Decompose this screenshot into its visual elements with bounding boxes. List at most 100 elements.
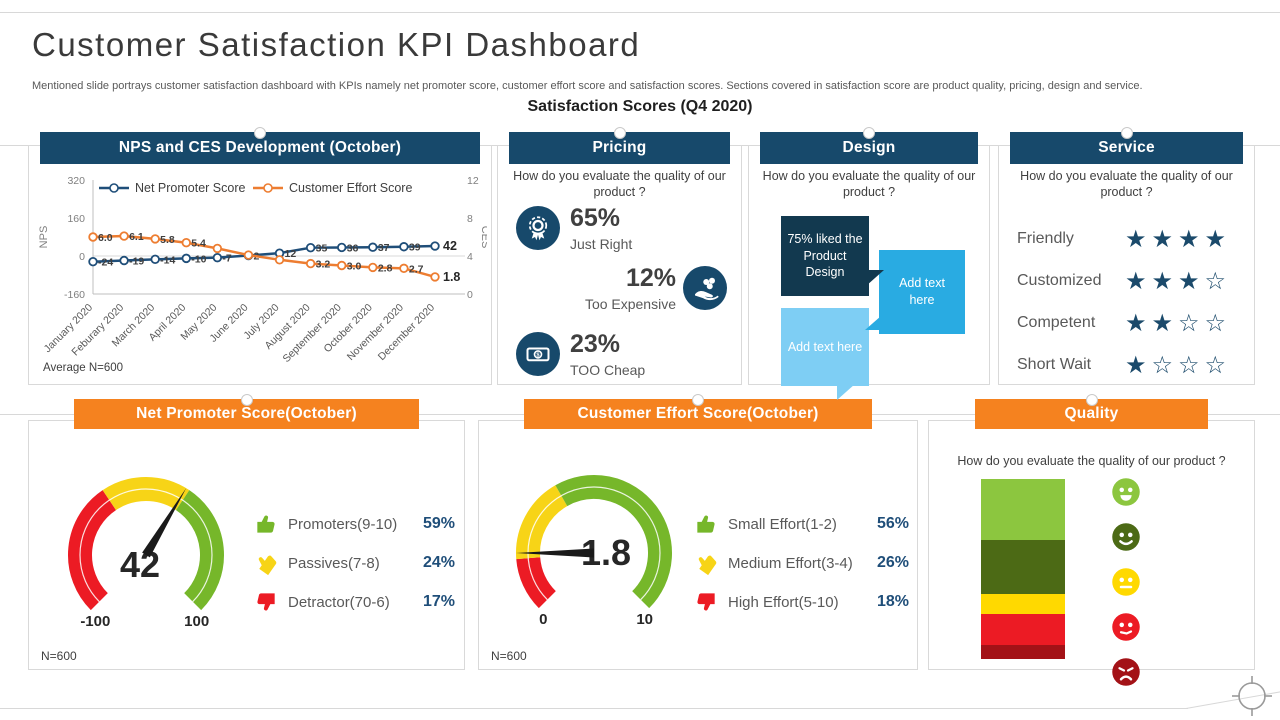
thumb-side-icon xyxy=(258,555,277,576)
gauge-legend-item: Small Effort(1-2) 56% xyxy=(693,511,909,537)
pricing-icon-circle: $ xyxy=(516,332,560,376)
design-bubble-liked[interactable]: 75% liked the Product Design xyxy=(781,216,884,296)
svg-text:3.0: 3.0 xyxy=(347,261,362,273)
y-axis-right-ticks: 12 8 4 0 xyxy=(467,175,479,301)
nps-footnote: N=600 xyxy=(41,649,77,663)
gauge-legend-item: Detractor(70-6) 17% xyxy=(253,589,455,615)
ces-footnote: N=600 xyxy=(491,649,527,663)
mood-item xyxy=(1111,612,1141,647)
pricing-label: Just Right xyxy=(570,236,633,252)
gauge-needle xyxy=(142,488,187,558)
connector-dot-icon xyxy=(254,127,266,139)
top-border-line xyxy=(0,12,1280,13)
service-label: Competent xyxy=(1017,314,1096,331)
design-bubble-add-text[interactable]: Add text here xyxy=(781,308,869,400)
quality-bar-segment xyxy=(981,594,1065,614)
svg-text:100: 100 xyxy=(184,613,209,630)
legend-value: 26% xyxy=(876,554,909,571)
legend-label: Detractor(70-6) xyxy=(288,593,390,611)
legend-label: Small Effort(1-2) xyxy=(728,515,837,533)
design-bubble-add-text[interactable]: Add text here xyxy=(865,250,965,334)
legend-label: High Effort(5-10) xyxy=(728,593,839,611)
service-rating-row: Competent ★★☆☆ xyxy=(1017,302,1242,344)
svg-text:5.8: 5.8 xyxy=(160,234,175,246)
page-title: Customer Satisfaction KPI Dashboard xyxy=(32,26,641,63)
quality-bar-segment xyxy=(981,644,1065,659)
service-label: Friendly xyxy=(1017,230,1074,247)
banknote-icon: $ xyxy=(526,347,550,362)
svg-text:10: 10 xyxy=(636,611,653,628)
svg-text:1.8: 1.8 xyxy=(443,270,460,284)
service-rating-row: Short Wait ★☆☆☆ xyxy=(1017,344,1242,386)
svg-text:0: 0 xyxy=(79,251,85,263)
neutral-face-icon xyxy=(1112,568,1140,596)
svg-text:December 2020: December 2020 xyxy=(376,302,437,363)
legend-value: 56% xyxy=(876,515,909,532)
thumb-down-icon xyxy=(257,593,275,611)
star-rating: ★★☆☆ xyxy=(1125,309,1232,337)
svg-text:36: 36 xyxy=(347,242,359,254)
svg-text:CES: CES xyxy=(479,226,487,249)
gauge-legend-item: Passives(7-8) 24% xyxy=(253,550,455,576)
svg-text:160: 160 xyxy=(67,213,85,225)
legend-value: 59% xyxy=(422,515,455,532)
panel-service: Service How do you evaluate the quality … xyxy=(998,127,1255,386)
service-rating-row: Friendly ★★★★ xyxy=(1017,218,1242,260)
pricing-value: 12% xyxy=(625,264,676,292)
pricing-question: How do you evaluate the quality of our p… xyxy=(513,169,726,200)
panel-header-design: Design xyxy=(760,127,978,164)
mood-item xyxy=(1111,522,1141,557)
panel-pricing: Pricing How do you evaluate the quality … xyxy=(497,127,742,385)
mood-item xyxy=(1111,657,1141,692)
connector-dot-icon xyxy=(863,127,875,139)
gauge-legend-item: Medium Effort(3-4) 26% xyxy=(693,550,909,576)
thumb-up-icon xyxy=(697,515,715,533)
pricing-label: TOO Cheap xyxy=(570,362,646,378)
svg-text:39: 39 xyxy=(409,242,421,254)
svg-text:0: 0 xyxy=(467,289,473,301)
panel-header-nps-gauge: Net Promoter Score(October) xyxy=(74,394,419,429)
svg-text:35: 35 xyxy=(316,243,328,255)
svg-text:-24: -24 xyxy=(98,257,113,269)
svg-text:Net Promoter Score: Net Promoter Score xyxy=(135,181,246,195)
svg-text:0: 0 xyxy=(539,611,547,628)
unhappy-face-icon xyxy=(1112,613,1140,641)
legend-value: 18% xyxy=(876,593,909,610)
svg-text:-19: -19 xyxy=(129,256,144,268)
quality-bar-segment xyxy=(981,540,1065,595)
svg-text:2.7: 2.7 xyxy=(409,263,424,275)
panel-header-pricing: Pricing xyxy=(509,127,730,164)
svg-text:3.2: 3.2 xyxy=(316,259,331,271)
mood-item xyxy=(1111,567,1141,602)
panel-design: Design How do you evaluate the quality o… xyxy=(748,127,990,400)
panel-nps-ces-chart: NPS and CES Development (October) 320 160… xyxy=(28,127,492,385)
panel-nps-gauge: Net Promoter Score(October) 42 -100 100 Pr… xyxy=(28,394,465,670)
mood-item xyxy=(1111,477,1141,512)
svg-text:12: 12 xyxy=(285,248,297,260)
connector-dot-icon xyxy=(613,127,626,139)
thumb-up-icon xyxy=(257,515,275,533)
design-question: How do you evaluate the quality of our p… xyxy=(762,169,976,200)
panel-header-nps-ces: NPS and CES Development (October) xyxy=(40,127,480,164)
svg-text:-160: -160 xyxy=(64,289,85,301)
connector-dot-icon xyxy=(1085,394,1098,406)
service-question: How do you evaluate the quality of our p… xyxy=(1020,169,1233,200)
connector-dot-icon xyxy=(692,394,704,406)
pricing-icon-circle xyxy=(516,206,560,250)
very-happy-face-icon xyxy=(1112,478,1140,506)
gauge-legend-item: Promoters(9-10) 59% xyxy=(253,511,455,537)
crosshair-icon xyxy=(1232,676,1272,716)
svg-text:-100: -100 xyxy=(80,613,110,630)
pricing-icon-circle xyxy=(683,266,727,310)
service-label: Customized xyxy=(1017,272,1102,289)
series-ces: 6.0 6.1 5.8 5.4 3.2 3.0 2.8 2.7 1.8 xyxy=(88,231,460,284)
svg-text:$: $ xyxy=(536,353,540,359)
ces-gauge-chart: 1.80 10 xyxy=(516,475,672,628)
panel-header-service: Service xyxy=(1010,127,1243,164)
svg-text:-14: -14 xyxy=(160,254,175,266)
panel-header-quality: Quality xyxy=(975,394,1208,429)
y-axis-left-ticks: 320 160 0 -160 xyxy=(64,175,85,301)
svg-text:-7: -7 xyxy=(222,253,231,265)
